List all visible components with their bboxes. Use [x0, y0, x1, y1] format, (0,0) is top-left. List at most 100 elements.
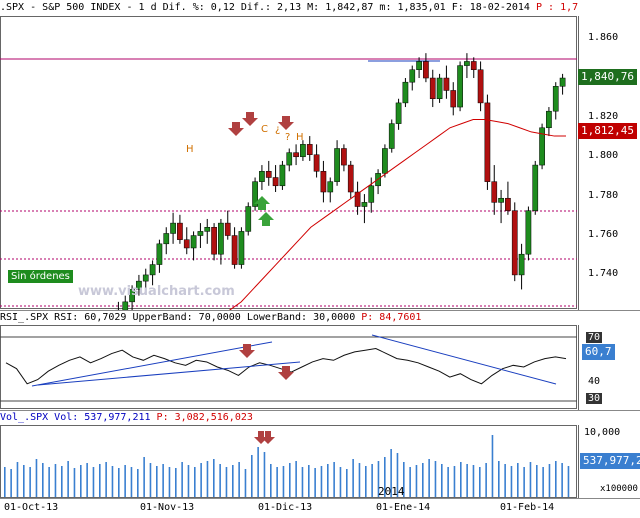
candle-body	[470, 61, 477, 70]
ma-price-box: 1,812,45	[578, 123, 637, 139]
candle-body	[354, 191, 361, 207]
candles-group	[115, 53, 566, 310]
candle-body	[238, 231, 245, 265]
rsi-pane[interactable]: RSI_.SPX RSI: 60,7029 UpperBand: 70,0000…	[0, 311, 578, 410]
candle-body	[436, 77, 443, 100]
rsi-trendline-2	[37, 361, 301, 386]
volume-bar	[491, 435, 494, 497]
volume-bar	[555, 461, 557, 497]
candle-body	[300, 144, 306, 158]
candle-body	[518, 253, 525, 276]
sin-ordenes-badge[interactable]: Sin órdenes	[8, 270, 73, 283]
up-arrow-icon	[254, 196, 274, 226]
date-axis[interactable]: 01-Oct-13 01-Nov-13 01-Dic-13 01-Ene-14 …	[0, 499, 640, 518]
volume-bar	[320, 466, 323, 497]
candle-body	[368, 185, 375, 203]
volume-bar	[295, 461, 297, 497]
candle-body	[142, 274, 149, 282]
candle-body	[136, 280, 142, 290]
volume-bar	[567, 466, 570, 497]
volume-bar	[162, 464, 164, 497]
candle-body	[245, 206, 252, 232]
volume-bar	[390, 449, 392, 497]
date-tick: 01-Oct-13	[4, 502, 59, 513]
volume-bar	[80, 465, 82, 497]
instrument-name: S&P 500 INDEX	[42, 2, 121, 13]
rsi-tick-40: 40	[588, 376, 601, 387]
volume-bar	[225, 467, 228, 497]
candle-body	[279, 164, 286, 187]
timeframe-label: 1 d	[138, 2, 157, 13]
price-pane[interactable]: .SPX - S&P 500 INDEX - 1 d Dif. %: 0,12 …	[0, 0, 578, 310]
volume-bar	[339, 467, 342, 497]
down-arrow-icon	[254, 431, 275, 444]
volume-bar	[35, 459, 38, 497]
candle-body	[320, 171, 327, 193]
volume-bar	[105, 462, 107, 497]
volume-bar	[61, 466, 63, 497]
annotation-h1: H	[186, 144, 194, 155]
volume-bar	[200, 463, 202, 497]
volume-chart	[0, 425, 577, 498]
price-frame	[0, 16, 577, 309]
date-label: F: 18-02-2014	[451, 2, 530, 13]
max-label: M: 1,842,87	[307, 2, 374, 13]
candle-body	[491, 181, 498, 203]
volume-bar	[111, 466, 114, 497]
volume-bar	[485, 463, 487, 497]
candle-body	[361, 202, 368, 207]
vol-header-text: Vol_.SPX Vol: 537,977,211	[0, 412, 151, 423]
candle-body	[457, 65, 463, 108]
candle-body	[218, 222, 224, 255]
volume-bar	[384, 457, 386, 497]
volume-bar	[48, 467, 50, 497]
price-axis[interactable]: 1.860 1.820 1.800 1.780 1.760 1.740 1,84…	[578, 0, 640, 310]
volume-bar	[536, 465, 538, 497]
candle-body	[409, 69, 416, 83]
pane-divider	[0, 498, 640, 499]
volume-bar	[441, 464, 443, 497]
volume-bar	[453, 466, 456, 497]
candle-body	[163, 233, 170, 245]
rsi-axis[interactable]: 70 60,7 40 30	[578, 311, 640, 410]
volume-bar	[181, 462, 183, 497]
candle-body	[129, 289, 135, 303]
volume-bar	[194, 467, 196, 497]
rsi-tick-30: 30	[586, 393, 603, 404]
pane-divider[interactable]	[0, 310, 640, 311]
candle-body	[511, 210, 518, 276]
volume-bar	[168, 467, 171, 497]
moving-average-line	[228, 118, 566, 310]
candle-body	[190, 235, 197, 249]
volume-bar	[523, 467, 525, 497]
rsi-header-text: RSI_.SPX RSI: 60,7029 UpperBand: 70,0000…	[0, 312, 356, 323]
volume-bar	[466, 464, 468, 497]
volume-bar	[257, 447, 259, 497]
price-tick: 1.760	[588, 229, 619, 240]
candle-body	[156, 243, 163, 265]
volume-bar	[16, 462, 19, 497]
candle-body	[505, 197, 511, 211]
volume-axis[interactable]: 10,000 537,977,2 x100000	[578, 411, 640, 498]
volume-bar	[529, 462, 532, 497]
volume-bar	[548, 464, 551, 497]
price-tick: 1.780	[588, 190, 619, 201]
volume-bar	[358, 463, 361, 497]
volume-bar	[42, 463, 44, 497]
candle-body	[177, 222, 183, 240]
volume-bar	[346, 469, 348, 497]
volume-pane[interactable]: Vol_.SPX Vol: 537,977,211 P: 3,082,516,0…	[0, 411, 578, 498]
pane-divider[interactable]	[0, 410, 640, 411]
volume-bar	[86, 463, 88, 497]
candle-body	[231, 235, 238, 265]
volume-bar	[377, 461, 380, 497]
price-tick: 1.820	[588, 111, 619, 122]
volume-bar	[542, 467, 544, 497]
candle-body	[265, 171, 272, 178]
candle-body	[525, 210, 532, 255]
volume-bar	[206, 461, 209, 497]
volume-bar	[282, 466, 285, 497]
vol-p-label: P: 3,082,516,023	[156, 412, 253, 423]
volume-bar	[561, 463, 563, 497]
date-tick: 01-Ene-14	[376, 502, 431, 513]
